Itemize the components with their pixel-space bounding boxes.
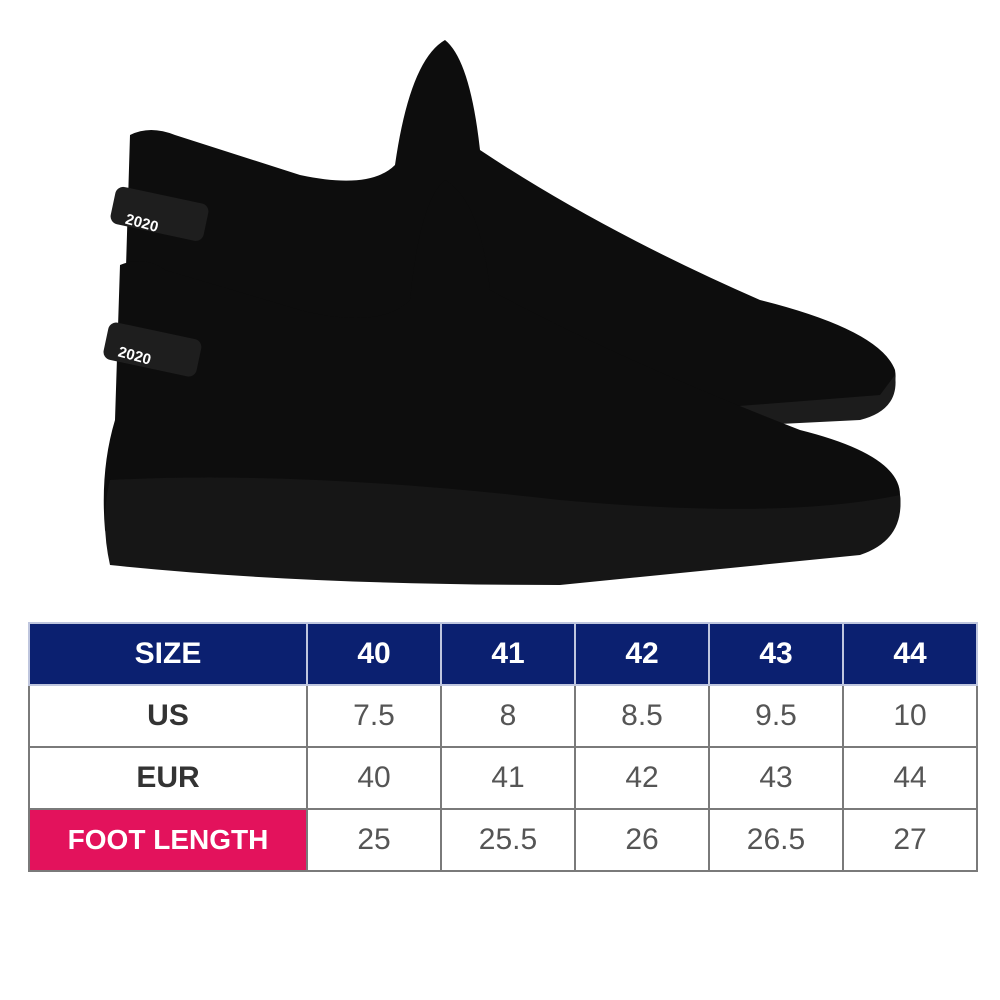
table-cell: 44 [842, 746, 978, 810]
table-cell: 42 [574, 746, 710, 810]
table-cell: 8.5 [574, 684, 710, 748]
row-label-foot-length: FOOT LENGTH [28, 808, 308, 872]
size-header-cell: 43 [708, 622, 844, 686]
table-cell: 7.5 [306, 684, 442, 748]
table-cell: 8 [440, 684, 576, 748]
table-cell: 25.5 [440, 808, 576, 872]
table-cell: 10 [842, 684, 978, 748]
row-label-us: US [28, 684, 308, 748]
size-chart-table: SIZE 40 41 42 43 44 US 7.5 8 8.5 9.5 10 … [28, 622, 978, 872]
table-cell: 43 [708, 746, 844, 810]
size-header-row: SIZE 40 41 42 43 44 [28, 622, 978, 686]
table-cell: 26.5 [708, 808, 844, 872]
size-header-cell: 42 [574, 622, 710, 686]
eur-size-row: EUR 40 41 42 43 44 [28, 746, 978, 810]
table-cell: 9.5 [708, 684, 844, 748]
row-label-eur: EUR [28, 746, 308, 810]
table-cell: 41 [440, 746, 576, 810]
front-sneaker: 2020 [103, 180, 901, 585]
table-cell: 26 [574, 808, 710, 872]
size-header-label: SIZE [28, 622, 308, 686]
size-header-cell: 40 [306, 622, 442, 686]
size-header-cell: 44 [842, 622, 978, 686]
table-cell: 27 [842, 808, 978, 872]
size-header-cell: 41 [440, 622, 576, 686]
us-size-row: US 7.5 8 8.5 9.5 10 [28, 684, 978, 748]
sneakers-product-image: 2020 2020 [103, 40, 901, 585]
table-cell: 40 [306, 746, 442, 810]
table-cell: 25 [306, 808, 442, 872]
foot-length-row: FOOT LENGTH 25 25.5 26 26.5 27 [28, 808, 978, 872]
